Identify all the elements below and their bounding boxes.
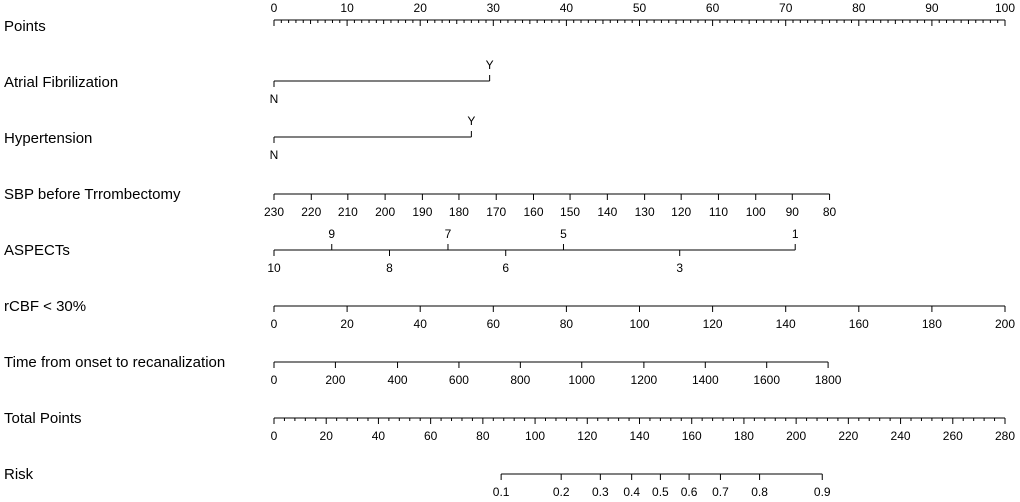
risk-tick-label: 0.7 — [712, 485, 729, 499]
time-from-onset-to-recanalization-tick-label: 0 — [271, 373, 278, 387]
risk-tick-label: 0.9 — [814, 485, 831, 499]
rcbf-30-tick-label: 100 — [629, 317, 649, 331]
time-from-onset-to-recanalization-tick-label: 800 — [510, 373, 530, 387]
aspects-tick-label: 10 — [267, 261, 281, 275]
total-points-tick-label: 20 — [320, 429, 334, 443]
time-from-onset-to-recanalization-tick-label: 600 — [449, 373, 469, 387]
rcbf-30-tick-label: 120 — [703, 317, 723, 331]
sbp-before-trrombectomy-tick-label: 190 — [412, 205, 432, 219]
sbp-before-trrombectomy-tick-label: 220 — [301, 205, 321, 219]
aspects-tick-label: 9 — [328, 227, 335, 241]
row-label-points: Points — [4, 18, 46, 35]
sbp-before-trrombectomy-tick-label: 100 — [746, 205, 766, 219]
rcbf-30-tick-label: 20 — [340, 317, 354, 331]
total-points-tick-label: 140 — [629, 429, 649, 443]
points-tick-label: 70 — [779, 1, 793, 15]
points-tick-label: 40 — [560, 1, 574, 15]
rcbf-30-tick-label: 160 — [849, 317, 869, 331]
row-label-rcbf-30: rCBF < 30% — [4, 298, 86, 315]
total-points-tick-label: 280 — [995, 429, 1015, 443]
aspects-tick-label: 7 — [445, 227, 452, 241]
total-points-tick-label: 260 — [943, 429, 963, 443]
time-from-onset-to-recanalization-tick-label: 200 — [325, 373, 345, 387]
total-points-tick-label: 160 — [682, 429, 702, 443]
sbp-before-trrombectomy-tick-label: 130 — [635, 205, 655, 219]
row-label-sbp-before-trrombectomy: SBP before Trrombectomy — [4, 186, 181, 203]
risk-tick-label: 0.8 — [751, 485, 768, 499]
total-points-tick-label: 40 — [372, 429, 386, 443]
rcbf-30-tick-label: 60 — [487, 317, 501, 331]
risk-tick-label: 0.5 — [652, 485, 669, 499]
points-tick-label: 100 — [995, 1, 1015, 15]
points-tick-label: 80 — [852, 1, 866, 15]
points-tick-label: 60 — [706, 1, 720, 15]
total-points-tick-label: 120 — [577, 429, 597, 443]
time-from-onset-to-recanalization-tick-label: 1000 — [568, 373, 595, 387]
aspects-tick-label: 8 — [386, 261, 393, 275]
points-tick-label: 50 — [633, 1, 647, 15]
rcbf-30-tick-label: 40 — [414, 317, 428, 331]
atrial-fibrilization-level-label: Y — [486, 58, 494, 72]
row-label-aspects: ASPECTs — [4, 242, 70, 259]
aspects-tick-label: 6 — [502, 261, 509, 275]
time-from-onset-to-recanalization-tick-label: 1200 — [631, 373, 658, 387]
sbp-before-trrombectomy-tick-label: 200 — [375, 205, 395, 219]
rcbf-30-tick-label: 140 — [776, 317, 796, 331]
hypertension-level-label: N — [270, 148, 279, 162]
total-points-tick-label: 60 — [424, 429, 438, 443]
sbp-before-trrombectomy-tick-label: 140 — [597, 205, 617, 219]
total-points-tick-label: 80 — [476, 429, 490, 443]
row-label-hypertension: Hypertension — [4, 130, 92, 147]
total-points-tick-label: 200 — [786, 429, 806, 443]
time-from-onset-to-recanalization-tick-label: 1800 — [815, 373, 842, 387]
time-from-onset-to-recanalization-tick-label: 1600 — [753, 373, 780, 387]
rcbf-30-tick-label: 200 — [995, 317, 1015, 331]
risk-tick-label: 0.2 — [553, 485, 570, 499]
risk-tick-label: 0.4 — [623, 485, 640, 499]
rcbf-30-tick-label: 180 — [922, 317, 942, 331]
sbp-before-trrombectomy-tick-label: 120 — [671, 205, 691, 219]
hypertension-level-label: Y — [467, 114, 475, 128]
total-points-tick-label: 0 — [271, 429, 278, 443]
points-tick-label: 90 — [925, 1, 939, 15]
total-points-tick-label: 180 — [734, 429, 754, 443]
points-tick-label: 20 — [414, 1, 428, 15]
sbp-before-trrombectomy-tick-label: 150 — [560, 205, 580, 219]
atrial-fibrilization-level-label: N — [270, 92, 279, 106]
sbp-before-trrombectomy-tick-label: 90 — [786, 205, 800, 219]
risk-tick-label: 0.3 — [592, 485, 609, 499]
rcbf-30-tick-label: 0 — [271, 317, 278, 331]
risk-tick-label: 0.1 — [493, 485, 510, 499]
sbp-before-trrombectomy-tick-label: 230 — [264, 205, 284, 219]
aspects-tick-label: 1 — [792, 227, 799, 241]
sbp-before-trrombectomy-tick-label: 160 — [523, 205, 543, 219]
row-label-total-points: Total Points — [4, 410, 82, 427]
sbp-before-trrombectomy-tick-label: 180 — [449, 205, 469, 219]
points-tick-label: 0 — [271, 1, 278, 15]
risk-tick-label: 0.6 — [681, 485, 698, 499]
time-from-onset-to-recanalization-tick-label: 1400 — [692, 373, 719, 387]
row-label-time-from-onset-to-recanalization: Time from onset to recanalization — [4, 354, 225, 371]
rcbf-30-tick-label: 80 — [560, 317, 574, 331]
total-points-tick-label: 220 — [838, 429, 858, 443]
points-tick-label: 10 — [340, 1, 354, 15]
aspects-tick-label: 3 — [676, 261, 683, 275]
time-from-onset-to-recanalization-tick-label: 400 — [388, 373, 408, 387]
total-points-tick-label: 100 — [525, 429, 545, 443]
sbp-before-trrombectomy-tick-label: 170 — [486, 205, 506, 219]
row-label-risk: Risk — [4, 466, 34, 483]
points-tick-label: 30 — [487, 1, 501, 15]
aspects-tick-label: 5 — [560, 227, 567, 241]
sbp-before-trrombectomy-tick-label: 110 — [709, 205, 728, 219]
sbp-before-trrombectomy-tick-label: 210 — [338, 205, 358, 219]
row-label-atrial-fibrilization: Atrial Fibrilization — [4, 74, 118, 91]
total-points-tick-label: 240 — [891, 429, 911, 443]
sbp-before-trrombectomy-tick-label: 80 — [823, 205, 837, 219]
